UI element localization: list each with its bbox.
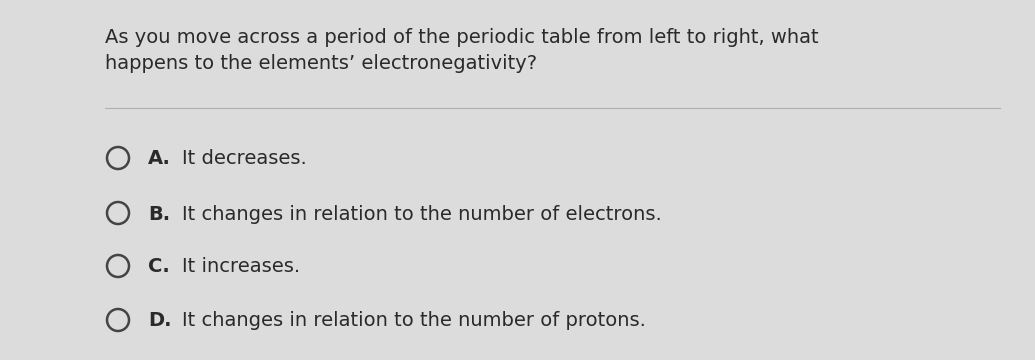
Ellipse shape: [107, 202, 129, 224]
Text: A.: A.: [148, 149, 171, 168]
Text: B.: B.: [148, 204, 170, 224]
Text: It changes in relation to the number of electrons.: It changes in relation to the number of …: [182, 204, 661, 224]
Text: D.: D.: [148, 311, 172, 330]
Ellipse shape: [107, 309, 129, 331]
Text: As you move across a period of the periodic table from left to right, what: As you move across a period of the perio…: [105, 28, 819, 47]
Text: It decreases.: It decreases.: [182, 149, 306, 168]
Text: happens to the elements’ electronegativity?: happens to the elements’ electronegativi…: [105, 54, 537, 73]
Ellipse shape: [107, 255, 129, 277]
Text: It increases.: It increases.: [182, 257, 300, 276]
Text: It changes in relation to the number of protons.: It changes in relation to the number of …: [182, 311, 646, 330]
Text: C.: C.: [148, 257, 170, 276]
Ellipse shape: [107, 147, 129, 169]
